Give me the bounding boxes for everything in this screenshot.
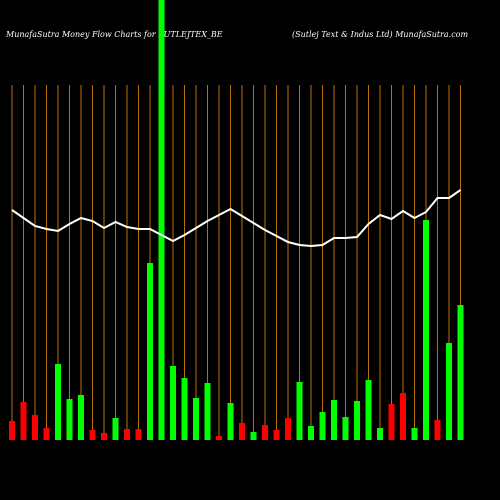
chart-subtitle: (Sutlej Text & Indus Ltd) MunafaSutra.co… xyxy=(292,30,468,39)
bar xyxy=(181,378,188,440)
bar xyxy=(55,364,61,440)
chart-title: MunafaSutra Money Flow Charts for SUTLEJ… xyxy=(5,30,223,39)
bar xyxy=(135,429,142,440)
bar xyxy=(20,402,27,440)
bar xyxy=(32,415,38,440)
bar xyxy=(124,429,130,440)
bar xyxy=(170,366,176,440)
bar xyxy=(239,423,245,440)
plot xyxy=(9,0,464,440)
bar xyxy=(354,401,360,440)
bar xyxy=(296,382,303,440)
bar xyxy=(388,404,395,440)
bar xyxy=(43,428,50,440)
bar xyxy=(250,432,257,440)
bar xyxy=(342,417,349,440)
bar xyxy=(285,418,291,440)
bar xyxy=(411,428,418,440)
bar xyxy=(377,428,383,440)
bar xyxy=(319,412,326,440)
money-flow-line xyxy=(11,189,462,248)
bar xyxy=(101,433,107,440)
bar xyxy=(158,0,165,440)
bar xyxy=(112,418,119,440)
bar xyxy=(9,421,15,440)
bar xyxy=(66,399,73,440)
bar xyxy=(446,343,452,440)
bar xyxy=(365,380,372,440)
bar xyxy=(262,425,268,440)
bar xyxy=(331,400,337,440)
bar xyxy=(400,393,406,440)
bar xyxy=(204,383,211,440)
bar xyxy=(193,398,199,440)
bar xyxy=(273,430,280,440)
bar xyxy=(227,403,234,440)
bar xyxy=(434,420,441,440)
bar xyxy=(216,436,222,440)
bar xyxy=(308,426,314,440)
bar xyxy=(89,430,96,440)
bar xyxy=(78,395,84,440)
bar xyxy=(457,305,464,440)
bar xyxy=(423,220,429,440)
bar xyxy=(147,263,153,440)
